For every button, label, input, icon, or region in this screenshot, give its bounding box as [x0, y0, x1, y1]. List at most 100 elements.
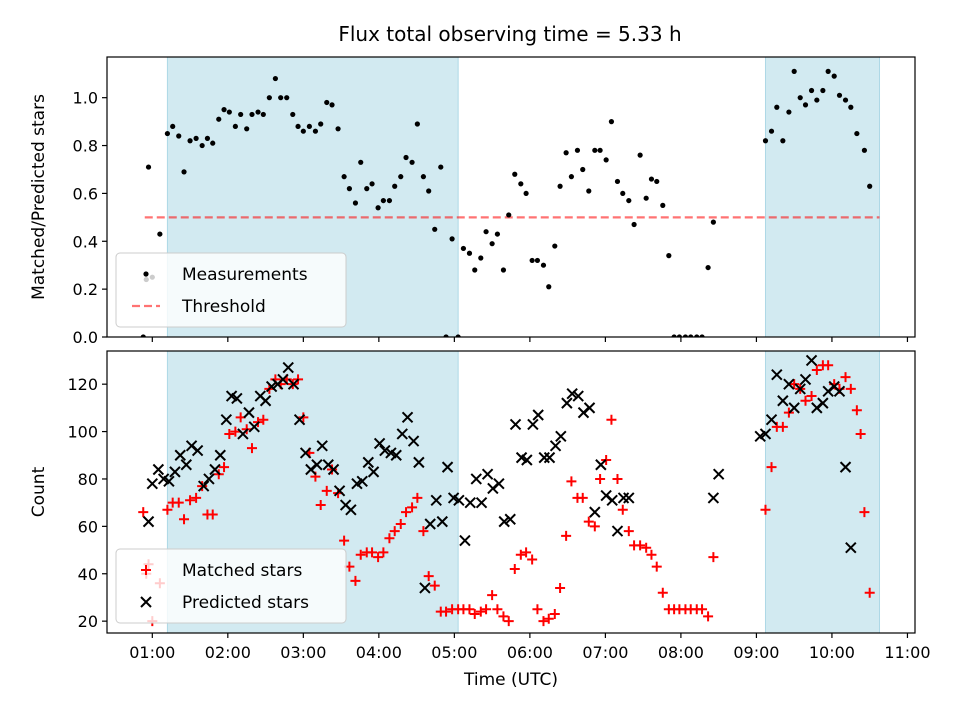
predicted-star-point — [169, 466, 181, 478]
measurement-point — [216, 116, 222, 122]
predicted-star-point — [419, 582, 431, 594]
predicted-star-point — [532, 409, 544, 421]
measurement-point — [791, 68, 797, 74]
matched-star-point — [651, 561, 662, 572]
matched-star-point — [219, 462, 230, 473]
measurement-point — [540, 262, 547, 268]
predicted-star-point — [293, 414, 306, 426]
predicted-star-point — [549, 440, 562, 452]
measurement-point — [403, 154, 409, 161]
measurement-point — [483, 229, 489, 235]
measurement-point — [825, 68, 831, 74]
matched-star-point — [577, 492, 588, 503]
matched-star-point — [191, 492, 202, 503]
legend-label: Threshold — [181, 297, 266, 317]
matched-star-point — [708, 552, 719, 563]
measurement-point — [842, 97, 849, 103]
predicted-star-point — [367, 466, 380, 478]
predicted-star-point — [805, 354, 818, 367]
measurement-point — [671, 334, 677, 337]
matched-star-point — [606, 414, 617, 425]
predicted-star-point — [611, 525, 624, 537]
legend-label: Measurements — [182, 265, 308, 285]
predicted-star-point — [356, 475, 368, 488]
measurement-point — [666, 253, 672, 259]
top-panel: 0.0 0.2 0.4 0.6 0.8 1.0 Matched/Predicted star… — [29, 56, 916, 347]
matched-star-point — [532, 604, 543, 615]
measurement-point — [808, 87, 815, 94]
measurement-point — [272, 75, 278, 82]
matched-star-point — [566, 476, 577, 487]
measurement-point — [238, 111, 244, 118]
predicted-star-point — [265, 380, 278, 393]
predicted-star-point — [311, 459, 323, 471]
measurement-point — [449, 236, 455, 242]
measurement-point — [534, 257, 541, 264]
predicted-star-point — [572, 390, 584, 402]
matched-star-point — [583, 516, 594, 527]
predicted-star-point — [521, 454, 533, 466]
measurement-point — [187, 138, 193, 144]
predicted-star-point — [589, 506, 601, 518]
matched-star-point — [418, 526, 429, 537]
x-axis-label: Time (UTC) — [463, 670, 558, 690]
matched-star-point — [339, 535, 350, 546]
matched-star-point — [646, 549, 657, 560]
predicted-star-point — [248, 421, 260, 433]
shaded-region — [764, 351, 881, 633]
matched-star-point — [595, 473, 606, 484]
measurement-point — [597, 147, 603, 153]
matched-star-point — [789, 379, 800, 390]
measurement-point — [352, 200, 359, 206]
y-tick-label: 1.0 — [73, 89, 98, 108]
matched-star-point — [783, 407, 794, 418]
matched-star-point — [197, 481, 208, 492]
measurement-point — [626, 197, 632, 204]
measurement-point — [620, 190, 626, 197]
measurement-point — [341, 174, 347, 180]
measurement-point — [831, 73, 837, 79]
matched-star-point — [503, 616, 514, 627]
legend-marker-predicted — [140, 596, 152, 608]
matched-star-point — [481, 604, 492, 615]
predicted-star-point — [464, 496, 476, 509]
measurement-point — [164, 130, 171, 137]
predicted-star-point — [146, 477, 159, 490]
predicted-star-point — [430, 494, 442, 507]
matched-star-point — [840, 372, 851, 383]
y-tick-label: 80 — [78, 470, 98, 489]
matched-star-point — [498, 611, 509, 622]
predicted-star-point — [707, 492, 720, 504]
measurement-point — [409, 159, 415, 165]
predicted-star-point — [845, 541, 857, 554]
measurement-point — [306, 123, 312, 130]
matched-star-point — [589, 521, 600, 532]
measurement-point — [814, 97, 820, 103]
predicted-star-point — [277, 373, 289, 386]
measurement-point — [478, 255, 484, 261]
matched-star-point — [207, 509, 218, 520]
matched-star-point — [429, 580, 440, 591]
matched-star-point — [612, 473, 623, 484]
predicted-star-point — [152, 463, 165, 476]
predicted-star-point — [390, 449, 402, 461]
measurement-point — [472, 267, 478, 273]
y-tick-label: 0.8 — [73, 137, 98, 156]
measurement-point — [312, 128, 319, 134]
matched-star-point — [179, 514, 190, 525]
measurement-point — [260, 111, 266, 118]
measurement-point — [529, 257, 535, 264]
matched-star-point — [464, 604, 475, 615]
predicted-star-point — [259, 395, 272, 407]
measurement-point — [523, 190, 529, 197]
measurement-point — [802, 102, 809, 108]
measurement-point — [762, 138, 769, 144]
matched-star-point — [373, 552, 384, 563]
axes-frame — [106, 56, 916, 338]
measurement-point — [694, 334, 700, 337]
y-tick-label: 0.2 — [73, 280, 98, 299]
measurement-point — [455, 334, 461, 337]
predicted-star-point — [504, 513, 516, 525]
matched-star-point — [138, 507, 149, 518]
measurement-point — [249, 111, 255, 118]
